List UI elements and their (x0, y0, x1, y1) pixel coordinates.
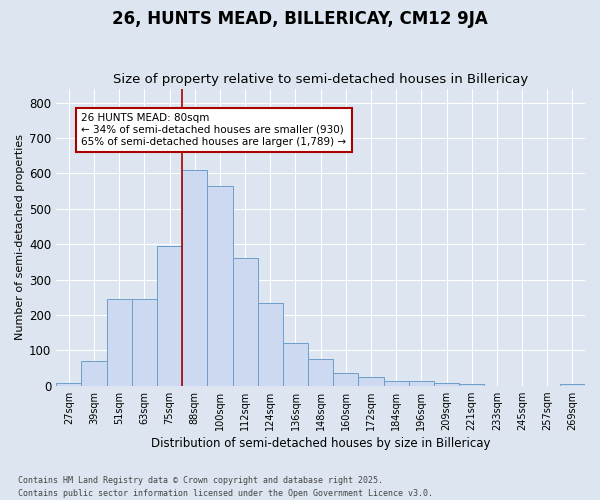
Bar (157, 246, 182, 386)
Bar (358, 377, 383, 386)
Text: 26, HUNTS MEAD, BILLERICAY, CM12 9JA: 26, HUNTS MEAD, BILLERICAY, CM12 9JA (112, 10, 488, 28)
Bar (409, 382, 434, 386)
Bar (82, 361, 107, 386)
Bar (182, 170, 208, 386)
Bar (383, 382, 409, 386)
Bar (434, 383, 459, 386)
Y-axis label: Number of semi-detached properties: Number of semi-detached properties (15, 134, 25, 340)
Bar (132, 299, 157, 386)
Title: Size of property relative to semi-detached houses in Billericay: Size of property relative to semi-detach… (113, 73, 528, 86)
Text: 26 HUNTS MEAD: 80sqm
← 34% of semi-detached houses are smaller (930)
65% of semi: 26 HUNTS MEAD: 80sqm ← 34% of semi-detac… (82, 114, 347, 146)
Bar (56, 383, 82, 386)
Bar (233, 258, 257, 386)
X-axis label: Distribution of semi-detached houses by size in Billericay: Distribution of semi-detached houses by … (151, 437, 490, 450)
Text: Contains HM Land Registry data © Crown copyright and database right 2025.
Contai: Contains HM Land Registry data © Crown c… (18, 476, 433, 498)
Bar (107, 299, 132, 386)
Bar (283, 343, 308, 386)
Bar (333, 374, 358, 386)
Bar (257, 302, 283, 386)
Bar (560, 384, 585, 386)
Bar (308, 359, 333, 386)
Bar (208, 186, 233, 386)
Bar (459, 384, 484, 386)
